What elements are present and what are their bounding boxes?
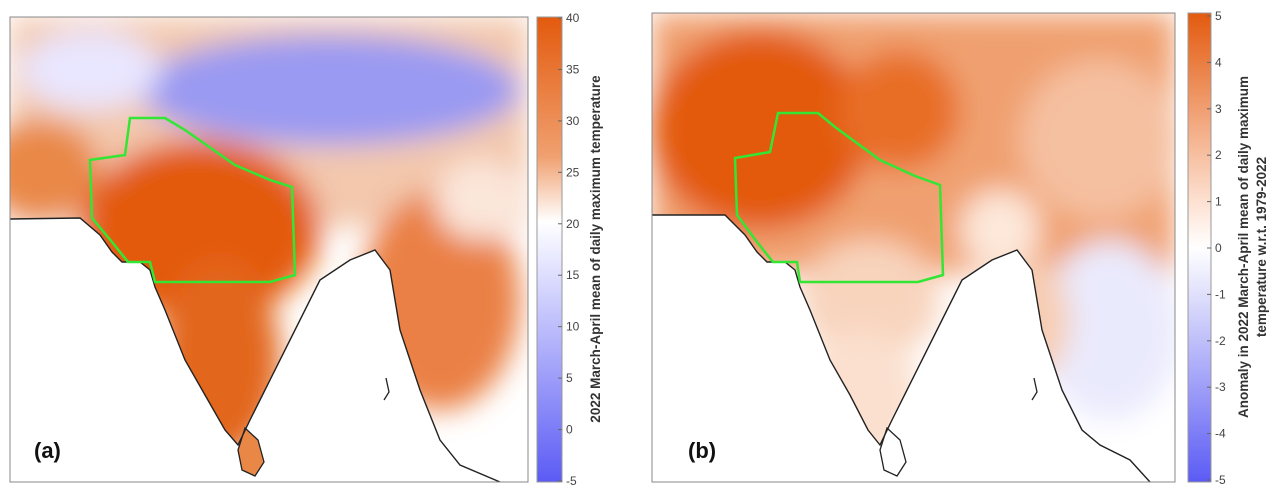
colorbar-label-b-line1: Anomaly in 2022 March-April mean of dail…	[1236, 76, 1251, 418]
ocean-b	[652, 215, 1150, 482]
colorbar-a	[536, 16, 563, 483]
panel-label-a: (a)	[34, 438, 61, 463]
map-frame-a	[9, 16, 529, 483]
colorbar-tick-label: 10	[566, 320, 580, 334]
region-outline-a	[88, 116, 297, 284]
colorbar-tick-label: 3	[1215, 102, 1222, 116]
region-outline-b	[733, 111, 945, 284]
colorbar-tick-label: 0	[566, 423, 573, 437]
colorbar-ticks-a: 40 35 30 25 20 15 10 5 0 -5	[558, 11, 580, 488]
colorbar-tick-label: -4	[1215, 427, 1226, 441]
island-b	[1031, 377, 1038, 401]
colorbar-tick-label: 25	[566, 165, 580, 179]
colorbar-label-b-line2: temperature w.r.t. 1979-2022	[1254, 157, 1269, 337]
colorbar-tick-label: 1	[1215, 195, 1222, 209]
colorbar-tick-label: -1	[1215, 287, 1226, 301]
coastline-b	[652, 214, 1151, 482]
colorbar-label-a: 2022 March-April mean of daily maximum t…	[588, 75, 603, 423]
colorbar-tick-label: -2	[1215, 334, 1226, 348]
colorbar-tick-label: 5	[566, 371, 573, 385]
colorbar-tick-label: 0	[1215, 241, 1222, 255]
coastline-a	[10, 217, 501, 482]
colorbar-tick-label: -3	[1215, 380, 1226, 394]
ocean-a	[10, 218, 500, 482]
colorbar-tick-label: 2	[1215, 148, 1222, 162]
colorbar-tick-label: -5	[1215, 473, 1226, 487]
colorbar-tick-label: 20	[566, 217, 580, 231]
colorbar-tick-label: 4	[1215, 55, 1222, 69]
colorbar-tick-label: 35	[566, 62, 580, 76]
island-a	[383, 377, 390, 401]
colorbar-tick-label: -5	[566, 474, 577, 488]
sri-lanka-b	[879, 426, 907, 477]
colorbar-tick-label: 5	[1215, 9, 1222, 23]
colorbar-ticks-b: 5 4 3 2 1 0 -1 -2 -3 -4 -5	[1207, 9, 1226, 487]
colorbar-tick-label: 40	[566, 11, 580, 25]
anomaly-field-b	[652, 13, 1175, 470]
sri-lanka-a	[237, 426, 265, 477]
colorbar-tick-label: 15	[566, 268, 580, 282]
map-panel-a: (a)	[10, 17, 528, 482]
map-frame-b	[651, 12, 1176, 483]
colorbar-tick-label: 30	[566, 114, 580, 128]
map-panel-b: (b)	[652, 13, 1175, 482]
panel-label-b: (b)	[688, 438, 716, 463]
